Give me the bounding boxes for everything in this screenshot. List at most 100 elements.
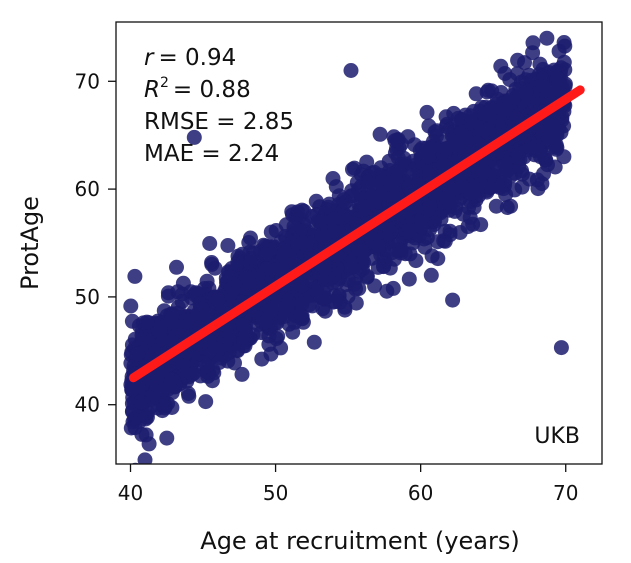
- scatter-point: [420, 149, 436, 165]
- scatter-point: [152, 322, 168, 338]
- scatter-point: [461, 199, 477, 215]
- scatter-point: [234, 366, 250, 382]
- scatter-point: [360, 174, 375, 190]
- scatter-point: [390, 150, 406, 166]
- scatter-point: [340, 272, 356, 288]
- scatter-point: [239, 270, 255, 286]
- scatter-point: [157, 334, 173, 349]
- scatter-point: [133, 394, 149, 410]
- scatter-point-outlier: [445, 292, 461, 308]
- scatter-point: [460, 219, 476, 235]
- scatter-point: [480, 82, 496, 98]
- scatter-point-outlier: [343, 63, 359, 78]
- scatter-point: [270, 262, 286, 278]
- scatter-point: [454, 178, 470, 194]
- scatter-point: [525, 45, 541, 61]
- scatter-point: [438, 141, 454, 157]
- scatter-point: [500, 162, 516, 178]
- scatter-point: [286, 219, 302, 235]
- scatter-point: [521, 67, 537, 83]
- scatter-point: [476, 164, 492, 180]
- scatter-point: [180, 386, 196, 401]
- scatter-point: [509, 66, 525, 82]
- scatter-point: [281, 294, 297, 310]
- scatter-point: [422, 199, 438, 214]
- scatter-point: [198, 394, 214, 410]
- scatter-point: [390, 132, 406, 147]
- scatter-point-outlier: [127, 268, 143, 284]
- plot-frame: [115, 21, 603, 465]
- scatter-point: [243, 230, 258, 246]
- scatter-point: [137, 452, 153, 464]
- scatter-point: [254, 351, 270, 367]
- scatter-point: [351, 281, 367, 297]
- stats-annotation: r = 0.94 R2 = 0.88 RMSE = 2.85 MAE = 2.24: [144, 45, 294, 167]
- x-tick-label: 60: [408, 481, 433, 505]
- scatter-point: [548, 141, 564, 157]
- scatter-point: [220, 238, 236, 253]
- scatter-point-outlier: [539, 30, 555, 46]
- scatter-point: [370, 237, 386, 253]
- scatter-point: [417, 239, 433, 255]
- scatter-point: [488, 198, 504, 214]
- scatter-point: [184, 367, 200, 382]
- scatter-point: [139, 409, 155, 425]
- scatter-point: [401, 271, 417, 287]
- scatter-point: [331, 287, 347, 303]
- scatter-point: [531, 143, 547, 158]
- scatter-point: [174, 294, 190, 309]
- scatter-point: [296, 203, 312, 219]
- scatter-point: [164, 400, 180, 415]
- x-tick-label: 50: [263, 481, 288, 505]
- scatter-point: [314, 227, 330, 243]
- regression-line: [128, 85, 585, 383]
- x-tick-label: 70: [553, 481, 578, 505]
- scatter-point: [258, 246, 274, 262]
- scatter-point: [325, 171, 341, 186]
- scatter-point-outlier: [553, 340, 569, 356]
- y-tick-label: 50: [75, 285, 100, 309]
- scatter-point: [499, 200, 515, 215]
- scatter-point: [413, 219, 429, 235]
- scatter-point: [379, 283, 395, 299]
- scatter-point: [359, 154, 375, 170]
- scatter-point: [367, 278, 383, 294]
- y-tick-label: 60: [75, 177, 100, 201]
- scatter-point: [344, 259, 360, 275]
- scatter-point: [306, 334, 322, 350]
- scatter-point: [130, 346, 146, 362]
- scatter-point: [235, 317, 251, 333]
- scatter-point: [293, 278, 309, 294]
- scatter-point: [335, 209, 351, 225]
- scatter-point: [366, 195, 382, 211]
- scatter-point: [450, 110, 466, 126]
- scatter-point: [457, 141, 473, 157]
- scatter-point: [230, 343, 245, 359]
- scatter-point: [462, 108, 478, 124]
- scatter-point: [326, 223, 342, 239]
- scatter-point: [375, 170, 391, 186]
- scatter-point: [423, 267, 439, 283]
- scatter-point: [551, 43, 567, 59]
- scatter-point: [422, 167, 437, 183]
- y-axis-title: ProtAge: [16, 196, 44, 290]
- scatter-point: [201, 335, 217, 351]
- stat-rmse: RMSE = 2.85: [144, 109, 294, 135]
- scatter-point: [135, 331, 151, 346]
- dataset-label: UKB: [534, 424, 580, 449]
- scatter-point: [382, 224, 398, 240]
- scatter-point: [175, 357, 191, 372]
- scatter-point-outlier: [186, 129, 202, 145]
- scatter-point: [510, 52, 526, 68]
- scatter-point: [345, 241, 361, 257]
- scatter-point: [160, 285, 176, 301]
- scatter-point: [438, 118, 454, 134]
- scatter-point: [169, 259, 184, 275]
- scatter-point: [483, 101, 499, 117]
- scatter-point: [199, 358, 215, 374]
- scatter-point: [312, 199, 328, 215]
- scatter-point: [199, 273, 215, 289]
- axes: 40 50 60 70 40 50 60 70: [75, 69, 579, 505]
- scatter-point: [510, 146, 526, 162]
